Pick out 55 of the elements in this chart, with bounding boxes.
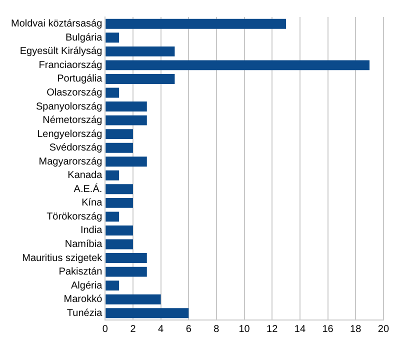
y-tick-label: Spanyolország (36, 101, 102, 112)
y-tick-label: Svédország (49, 142, 102, 154)
bar (106, 184, 133, 194)
y-tick-label: Németország (42, 115, 102, 126)
y-tick-label: A.E.Á. (74, 182, 102, 195)
y-tick-label: Algéria (71, 280, 103, 292)
x-tick-label: 20 (378, 324, 390, 335)
bar (106, 170, 120, 180)
y-tick-label: Portugália (57, 74, 103, 85)
bar (106, 253, 147, 263)
x-tick-label: 18 (350, 324, 362, 335)
bar (106, 74, 175, 84)
y-tick-label: Törökország (46, 211, 102, 222)
y-tick-label: Mauritius szigetek (22, 252, 104, 264)
x-tick-label: 16 (322, 324, 334, 335)
bar (106, 156, 147, 167)
x-tick-label: 6 (186, 324, 192, 335)
y-tick-label: Kína (82, 198, 103, 209)
bar (106, 88, 120, 98)
bar (106, 280, 120, 291)
bar (106, 102, 147, 112)
y-tick-label: Moldvai köztársaság (10, 18, 102, 30)
bar (106, 294, 161, 304)
y-tick-label: Egyesült Királyság (20, 46, 102, 58)
x-tick-label: 8 (214, 324, 220, 335)
bar (106, 266, 147, 277)
bar (106, 142, 133, 153)
bar (106, 32, 120, 43)
y-tick-label: Olaszország (46, 88, 102, 98)
bar (106, 18, 286, 29)
y-tick-label: Franciaország (38, 60, 102, 71)
y-tick-label: Namíbia (64, 239, 103, 250)
y-tick-label: Magyarország (38, 156, 102, 168)
bar (106, 60, 370, 70)
x-tick-label: 14 (294, 324, 306, 335)
bar (106, 198, 133, 208)
bar (106, 212, 120, 222)
x-tick-label: 4 (158, 324, 164, 335)
bar (106, 129, 133, 140)
y-tick-label: Pakisztán (58, 266, 102, 278)
bar (106, 226, 133, 236)
bar (106, 308, 189, 318)
x-tick-label: 0 (102, 324, 108, 335)
bar (106, 46, 175, 56)
y-tick-label: Kanada (68, 170, 103, 182)
bar (106, 115, 147, 126)
y-tick-label: Tunézia (66, 308, 103, 319)
bar (106, 239, 133, 250)
y-tick-label: Marokkó (64, 294, 103, 306)
x-tick-label: 2 (130, 324, 136, 335)
y-tick-label: India (80, 225, 103, 236)
y-tick-label: Lengyelország (37, 128, 102, 140)
x-tick-label: 12 (266, 324, 278, 335)
y-tick-label: Bulgária (65, 32, 103, 44)
x-tick-label: 10 (238, 324, 250, 335)
